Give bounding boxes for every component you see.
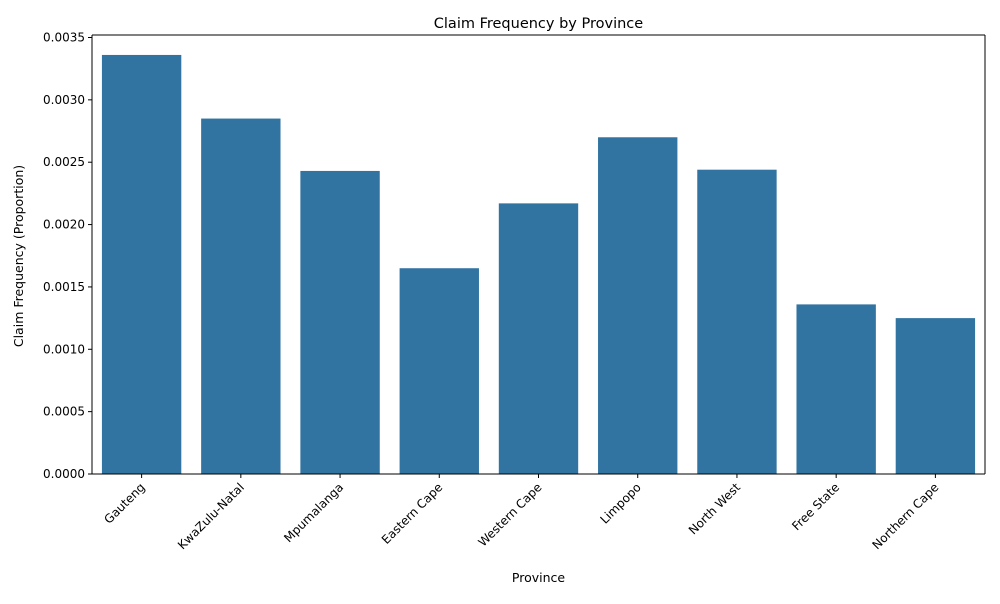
bar-eastern-cape — [399, 268, 479, 474]
bar-free-state — [796, 304, 876, 474]
y-tick-label: 0.0030 — [43, 93, 85, 107]
x-tick-label: Limpopo — [597, 480, 643, 526]
y-tick-label: 0.0025 — [43, 155, 85, 169]
bar-western-cape — [498, 203, 579, 474]
x-tick-label: Gauteng — [101, 480, 147, 526]
x-tick-label: North West — [686, 480, 743, 537]
y-tick-label: 0.0020 — [43, 218, 85, 232]
y-axis-label: Claim Frequency (Proportion) — [11, 165, 26, 347]
y-tick-label: 0.0000 — [43, 467, 85, 481]
x-tick-label: Free State — [789, 480, 842, 533]
bar-gauteng — [101, 54, 182, 474]
x-tick-label: Mpumalanga — [281, 480, 346, 545]
y-tick-label: 0.0010 — [43, 342, 85, 356]
x-tick-label: KwaZulu-Natal — [175, 480, 247, 552]
y-tick-label: 0.0005 — [43, 405, 85, 419]
y-tick-label: 0.0035 — [43, 30, 85, 44]
x-tick-label: Eastern Cape — [379, 480, 446, 547]
x-tick-label: Northern Cape — [870, 480, 942, 552]
plot-area: 0.0000 0.0005 0.0010 0.0015 0.0020 0.0025 0.00… — [43, 30, 986, 552]
bar-mpumalanga — [300, 170, 380, 474]
y-tick-label: 0.0015 — [43, 280, 85, 294]
bar-north-west — [697, 169, 777, 474]
bar-northern-cape — [895, 318, 976, 474]
x-axis-label: Province — [512, 570, 565, 585]
chart-title: Claim Frequency by Province — [434, 16, 643, 32]
bar-kwazulu-natal — [201, 118, 281, 474]
bar-limpopo — [598, 137, 678, 474]
x-tick-label: Western Cape — [475, 480, 544, 549]
